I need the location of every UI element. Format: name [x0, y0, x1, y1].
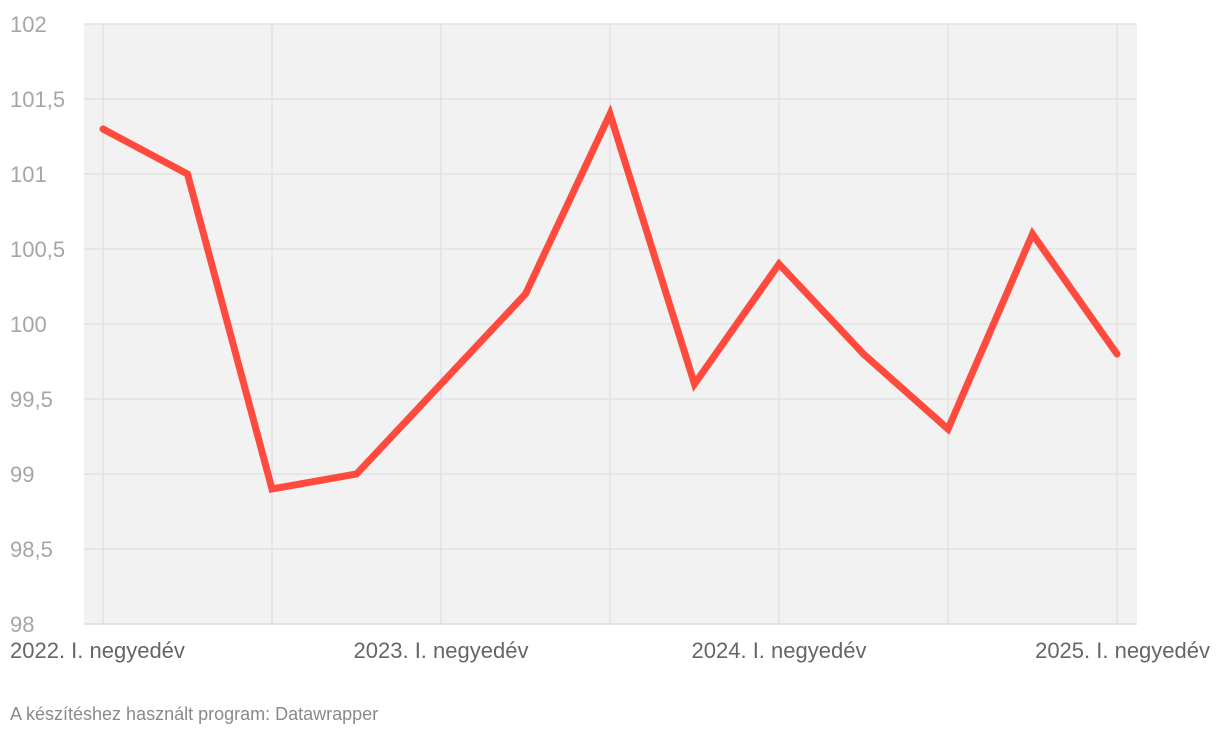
- x-tick-label: 2024. I. negyedév: [692, 638, 867, 663]
- y-tick-label: 98: [10, 612, 34, 637]
- y-tick-label: 100,5: [10, 237, 65, 262]
- x-axis-labels: 2022. I. negyedév 2023. I. negyedév 2024. …: [10, 638, 1210, 663]
- y-tick-label: 99: [10, 462, 34, 487]
- y-tick-label: 99,5: [10, 387, 53, 412]
- y-axis-labels: 98 98,5 99 99,5 100 100,5 101 101,5 102: [10, 12, 65, 637]
- y-tick-label: 100: [10, 312, 47, 337]
- series-group: [99, 104, 1121, 494]
- y-tick-label: 102: [10, 12, 47, 37]
- y-tick-label: 101,5: [10, 87, 65, 112]
- x-tick-label: 2022. I. negyedév: [10, 638, 185, 663]
- x-tick-label: 2025. I. negyedév: [1035, 638, 1210, 663]
- y-tick-label: 98,5: [10, 537, 53, 562]
- line-chart: 98 98,5 99 99,5 100 100,5 101 101,5 102 2022. I.…: [10, 12, 1210, 663]
- footer-credit: A készítéshez használt program: Datawrap…: [10, 704, 379, 724]
- y-tick-label: 101: [10, 162, 47, 187]
- x-gridlines: [102, 24, 1118, 624]
- x-tick-label: 2023. I. negyedév: [354, 638, 529, 663]
